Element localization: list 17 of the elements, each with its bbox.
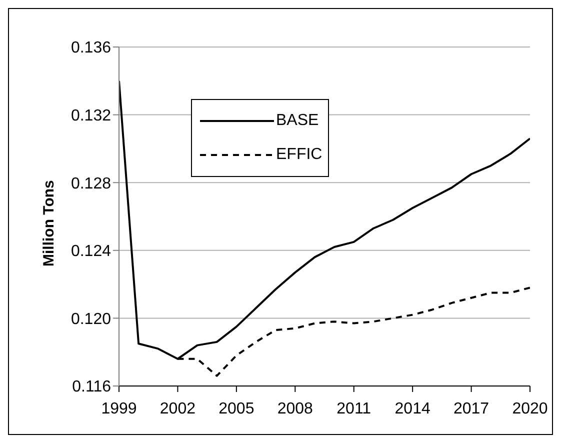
x-tick-label: 2011 <box>336 400 372 418</box>
y-tick-label: 0.132 <box>70 107 112 124</box>
legend-label: BASE <box>276 112 319 130</box>
x-tick-label: 1999 <box>101 400 137 418</box>
y-tick-label: 0.136 <box>70 40 112 57</box>
y-tick-label: 0.120 <box>70 310 112 328</box>
y-axis-title: Million Tons <box>40 180 58 266</box>
x-tick-label: 2008 <box>277 400 314 418</box>
legend-label: EFFIC <box>276 146 322 164</box>
x-tick-label: 2005 <box>218 400 254 418</box>
x-tick-label: 2020 <box>512 400 548 418</box>
y-tick-label: 0.128 <box>70 175 112 192</box>
x-tick-label: 2002 <box>160 400 196 418</box>
x-tick-label: 2017 <box>453 400 490 418</box>
x-tick-label: 2014 <box>394 400 430 418</box>
y-tick-label: 0.124 <box>70 243 112 260</box>
y-tick-label: 0.116 <box>72 378 112 396</box>
